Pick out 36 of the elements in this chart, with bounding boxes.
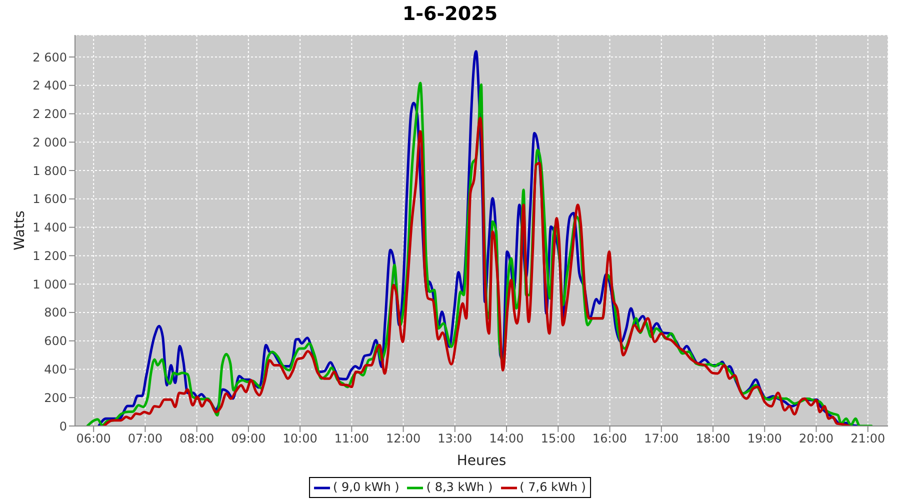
legend-label: ( 8,3 kWh )	[426, 480, 493, 495]
chart-title: 1-6-2025	[401, 2, 499, 26]
y-tick-label: 2 200	[32, 107, 67, 122]
x-tick-label: 19:00	[747, 432, 782, 446]
y-axis-title: Watts	[12, 210, 28, 250]
y-tick-label: 2 600	[32, 50, 67, 64]
x-tick-label: 18:00	[696, 432, 730, 446]
x-tick-label: 17:00	[644, 432, 679, 446]
y-tick-label: 1 800	[32, 164, 67, 178]
x-tick-label: 12:00	[386, 432, 421, 446]
y-tick-label: 2 400	[32, 78, 67, 93]
x-tick-label: 14:00	[489, 432, 524, 446]
y-tick-label: 800	[44, 306, 67, 320]
x-tick-label: 21:00	[850, 432, 886, 446]
legend-label: ( 7,6 kWh )	[520, 480, 586, 495]
legend-label: ( 9,0 kWh )	[333, 480, 400, 495]
x-tick-label: 09:00	[231, 432, 266, 446]
x-tick-label: 06:00	[76, 432, 111, 446]
y-tick-label: 1 000	[32, 277, 67, 292]
y-tick-label: 200	[44, 390, 67, 405]
x-tick-label: 15:00	[540, 432, 576, 446]
x-tick-label: 13:00	[438, 432, 472, 446]
y-tick-label: 400	[44, 362, 67, 376]
y-tick-label: 1 600	[32, 192, 67, 206]
x-tick-label: 20:00	[798, 432, 834, 446]
x-axis-title: Heures	[456, 453, 506, 469]
y-tick-label: 1 200	[32, 248, 67, 263]
y-tick-label: 600	[44, 334, 67, 348]
x-tick-label: 08:00	[180, 432, 214, 446]
y-tick-label: 1 400	[32, 220, 67, 235]
y-tick-label: 2 000	[32, 135, 67, 150]
x-tick-label: 16:00	[592, 432, 628, 446]
x-tick-label: 10:00	[282, 432, 318, 446]
x-tick-label: 07:00	[128, 432, 162, 446]
x-tick-label: 11:00	[334, 432, 369, 446]
y-tick-label: 0	[59, 419, 67, 434]
